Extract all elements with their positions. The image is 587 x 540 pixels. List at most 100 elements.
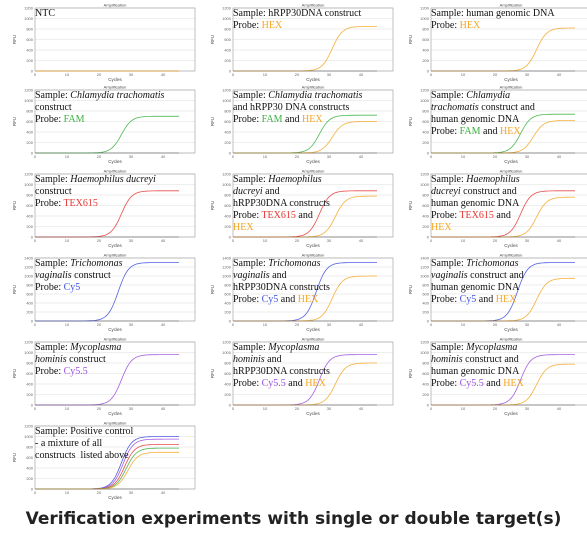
y-tick-label: 400 [224, 301, 231, 306]
y-tick-label: 600 [26, 119, 33, 124]
y-tick-label: 400 [422, 48, 429, 53]
x-tick-label: 30 [129, 72, 134, 77]
x-tick-label: 30 [129, 406, 134, 411]
caption-line: Probe: Cy5.5 and HEX [431, 378, 587, 390]
x-axis-label: Cycles [306, 77, 320, 82]
caption-text: and [282, 114, 302, 125]
y-tick-label: 0 [31, 69, 34, 74]
chart-panel-14: 0 200 400 600 800 1000 1200 0 10 20 30 40 Amplificat… [206, 336, 396, 416]
caption-text: Sample: human genomic DNA [431, 8, 555, 19]
probe-dye-label: HEX [305, 378, 326, 389]
panel-caption: Sample: Haemophilus ducreyi and hRPP30DNA … [233, 174, 395, 234]
x-tick-label: 40 [557, 406, 562, 411]
x-tick-label: 10 [461, 238, 466, 243]
caption-text: Sample: [431, 174, 467, 185]
x-tick-label: 40 [161, 406, 166, 411]
figure-caption: Verification experiments with single or … [25, 509, 562, 529]
series-line-hex [233, 121, 377, 154]
probe-dye-label: Cy5 [261, 294, 279, 305]
y-tick-label: 200 [224, 58, 231, 63]
y-tick-label: 600 [224, 203, 231, 208]
y-tick-label: 800 [26, 283, 33, 288]
x-tick-label: 30 [129, 322, 134, 327]
y-tick-label: 1200 [420, 6, 430, 11]
caption-line: hRPP30DNA constructs [233, 366, 395, 378]
chart-title: Amplification [302, 337, 325, 342]
caption-text: hominis [233, 354, 265, 365]
caption-line: Probe: TEX615 and [431, 210, 587, 222]
caption-text: Probe: [233, 210, 262, 221]
y-tick-label: 1000 [24, 182, 34, 187]
caption-text: construct and [462, 354, 519, 365]
y-axis-label: RFU [408, 201, 413, 210]
y-tick-label: 1200 [420, 265, 430, 270]
chart-panel-13: 0 200 400 600 800 1000 1200 0 10 20 30 40 Amplificat… [8, 336, 198, 416]
caption-text: Probe: [233, 294, 262, 305]
panel-caption: Sample: Chlamydia trachomatis construct Pr… [35, 90, 197, 126]
caption-text: human genomic DNA [431, 198, 520, 209]
panel-caption: NTC [35, 8, 197, 20]
caption-text: Probe: [233, 114, 262, 125]
x-axis-label: Cycles [108, 327, 122, 332]
x-tick-label: 0 [232, 72, 235, 77]
y-tick-label: 200 [422, 392, 429, 397]
caption-text: Sample: [233, 342, 269, 353]
y-tick-label: 800 [224, 109, 231, 114]
y-tick-label: 1000 [24, 98, 34, 103]
y-tick-label: 0 [31, 319, 34, 324]
y-tick-label: 800 [224, 193, 231, 198]
y-tick-label: 600 [26, 455, 33, 460]
caption-text: and [264, 354, 282, 365]
y-tick-label: 0 [229, 319, 232, 324]
caption-text: hominis [35, 354, 67, 365]
caption-text: Sample: [431, 90, 467, 101]
x-tick-label: 30 [525, 72, 530, 77]
y-tick-label: 1000 [222, 182, 232, 187]
chart-panel-1: 0 200 400 600 800 1000 1200 0 10 20 30 40 Amplificat… [8, 2, 198, 82]
x-tick-label: 40 [359, 406, 364, 411]
y-tick-label: 1000 [24, 350, 34, 355]
x-tick-label: 10 [65, 154, 70, 159]
x-axis-label: Cycles [306, 159, 320, 164]
probe-dye-label: Cy5.5 [459, 378, 484, 389]
x-tick-label: 10 [461, 72, 466, 77]
y-tick-label: 600 [26, 37, 33, 42]
y-tick-label: 0 [31, 235, 34, 240]
y-tick-label: 1200 [24, 424, 34, 429]
caption-line: Sample: Haemophilus [233, 174, 395, 186]
y-tick-label: 800 [422, 283, 429, 288]
y-tick-label: 1200 [222, 265, 232, 270]
y-tick-label: 400 [224, 382, 231, 387]
caption-text: Trichomonas [268, 258, 321, 269]
chart-title: Amplification [104, 3, 127, 8]
caption-text: Trichomonas [466, 258, 519, 269]
caption-line: Probe: Cy5 and HEX [431, 294, 587, 306]
x-tick-label: 30 [525, 154, 530, 159]
caption-text: Mycoplasma [268, 342, 320, 353]
y-tick-label: 600 [422, 371, 429, 376]
panel-caption: Sample: Mycoplasma hominis construct Probe… [35, 342, 197, 378]
x-axis-label: Cycles [504, 159, 518, 164]
y-tick-label: 800 [26, 109, 33, 114]
x-tick-label: 0 [430, 154, 433, 159]
caption-text: Probe: [35, 366, 64, 377]
y-tick-label: 200 [422, 140, 429, 145]
x-tick-label: 40 [359, 154, 364, 159]
y-tick-label: 600 [422, 119, 429, 124]
x-tick-label: 40 [161, 154, 166, 159]
y-tick-label: 0 [229, 235, 232, 240]
x-tick-label: 40 [359, 322, 364, 327]
y-tick-label: 1000 [24, 16, 34, 21]
caption-line: human genomic DNA [431, 366, 587, 378]
y-tick-label: 600 [422, 203, 429, 208]
y-tick-label: 1400 [420, 256, 430, 261]
caption-line: human genomic DNA [431, 198, 587, 210]
x-tick-label: 10 [65, 490, 70, 495]
panel-caption: Sample: Haemophilus ducreyi construct and… [431, 174, 587, 234]
x-tick-label: 0 [232, 406, 235, 411]
chart-title: Amplification [500, 3, 523, 8]
probe-dye-label: HEX [302, 114, 323, 125]
x-tick-label: 30 [525, 322, 530, 327]
